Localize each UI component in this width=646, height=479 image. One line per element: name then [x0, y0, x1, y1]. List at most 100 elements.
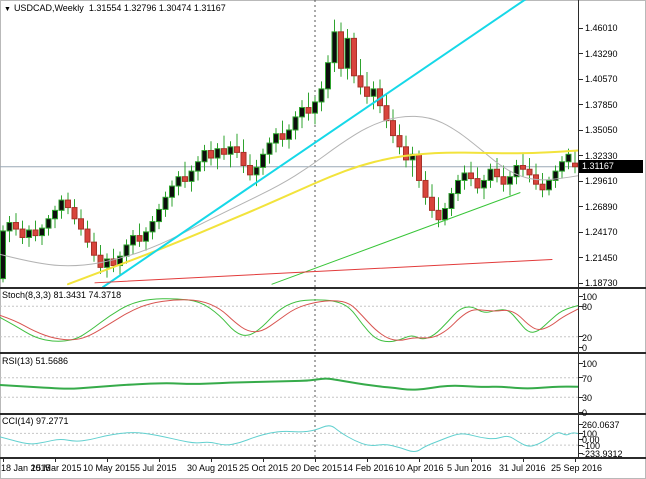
candle-bear: [494, 168, 500, 178]
trendline-green: [271, 192, 521, 285]
candle-bull: [39, 227, 45, 237]
date-axis-tick: [575, 459, 576, 462]
date-axis-tick: [55, 459, 56, 462]
date-axis-tick: [107, 459, 108, 462]
candle-bear: [19, 228, 26, 238]
candle-bull: [149, 221, 156, 233]
price-axis-label: 1.43290: [585, 48, 618, 59]
candle-bear: [364, 86, 370, 97]
rsi-line: [0, 377, 579, 391]
candle-bull: [123, 244, 130, 257]
candle-bull: [325, 62, 331, 90]
price-axis-tick: [578, 53, 583, 54]
candle-bull: [442, 208, 448, 221]
candle-bear: [71, 207, 78, 220]
main-chart-canvas[interactable]: [0, 0, 646, 289]
indicator-scale-label: 0.00: [582, 435, 600, 446]
candle-bear: [422, 179, 429, 198]
date-axis-label: 10 May 2015: [83, 463, 136, 473]
candle-bull: [565, 153, 572, 163]
price-axis-tick: [578, 104, 583, 105]
stochastic-pane-canvas[interactable]: [0, 289, 646, 352]
date-axis-tick: [3, 459, 4, 462]
candle-bull: [286, 129, 292, 140]
pane-separator-rsi[interactable]: [0, 413, 646, 415]
indicator-scale-label: -233.9312: [582, 449, 623, 459]
indicator-scale-label: 0: [582, 408, 588, 418]
price-axis-label: 1.24170: [585, 227, 618, 237]
pane-separator-cci[interactable]: [0, 457, 646, 459]
price-axis-label: 1.37850: [585, 99, 618, 110]
indicator-scale-label: 100: [582, 429, 598, 440]
candle-bear: [305, 107, 312, 114]
date-axis-tick: [523, 459, 524, 462]
date-axis-label: 30 Aug 2015: [187, 463, 238, 473]
indicator-scale-label: -100: [582, 441, 601, 452]
candle-bull: [26, 229, 32, 238]
candle-bear: [240, 151, 247, 167]
candle-bull: [143, 231, 149, 242]
indicator-scale-tick: [578, 444, 583, 446]
candle-bear: [416, 153, 422, 181]
indicator-scale-label: 0: [582, 343, 588, 353]
indicator-scale-label: 70: [582, 373, 593, 384]
price-axis-label: 1.35050: [585, 125, 618, 135]
date-axis-tick: [315, 459, 316, 462]
date-axis-label: 31 Jul 2016: [499, 463, 546, 473]
candle-bull: [260, 153, 266, 168]
candle-bull: [104, 258, 110, 268]
ma-gray: [0, 115, 579, 267]
collapse-arrow-icon[interactable]: ▼: [4, 6, 11, 13]
indicator-scale-tick: [578, 377, 583, 379]
candle-bull: [201, 150, 208, 163]
candle-bull: [6, 222, 13, 232]
candle-bear: [520, 165, 526, 170]
candle-bear: [32, 229, 39, 237]
candle-bear: [435, 209, 442, 221]
candle-bull: [45, 218, 52, 229]
price-axis-label: 1.18730: [585, 278, 618, 288]
indicator-scale-tick: [578, 452, 583, 454]
price-axis-line: [578, 0, 579, 459]
candle-bull: [253, 166, 260, 176]
price-axis-tick: [578, 257, 583, 258]
candle-bull: [188, 170, 195, 182]
date-axis[interactable]: 18 Jan 2015 15 Mar 2015 10 May 2015 5 Jul 2…: [0, 459, 646, 479]
cci-pane-canvas[interactable]: [0, 415, 646, 457]
indicator-scale-tick: [578, 396, 583, 398]
date-axis-tick: [211, 459, 212, 462]
price-axis-label: 1.32330: [585, 150, 618, 161]
candle-bear: [247, 165, 253, 176]
indicator-scale-tick: [578, 411, 583, 413]
ohlc-readout: 1.31554 1.32796 1.30474 1.31167: [88, 3, 226, 13]
indicator-scale-label: 80: [582, 302, 593, 313]
candle-bull: [169, 185, 175, 198]
date-axis-label: 25 Oct 2015: [239, 463, 289, 473]
candle-bear: [351, 37, 357, 77]
candle-bull: [214, 148, 221, 159]
trendline-cyan: [102, 0, 527, 289]
pane-separator-stoch[interactable]: [0, 352, 646, 354]
price-axis-tick: [578, 231, 583, 233]
candle-bear: [221, 148, 227, 155]
candle-bull: [312, 101, 318, 114]
cci-line: [0, 425, 579, 452]
rsi-pane-canvas[interactable]: [0, 355, 646, 413]
indicator-scale-tick: [578, 423, 583, 425]
date-axis-label: 20 Dec 2015: [291, 463, 343, 473]
date-axis-label: 25 Sep 2016: [551, 463, 603, 473]
pane-separator-main[interactable]: [0, 287, 646, 289]
candle-bear: [468, 172, 474, 180]
candle-bull: [52, 209, 58, 220]
candle-bear: [539, 183, 546, 191]
indicator-scale-label: 260.0637: [582, 420, 620, 430]
price-axis-label: 1.29610: [585, 176, 618, 186]
candle-bull: [513, 165, 520, 178]
candle-bull: [299, 107, 305, 118]
candle-bear: [97, 254, 104, 268]
date-axis-tick: [419, 459, 420, 462]
candle-bear: [500, 176, 507, 185]
indicator-scale-tick: [578, 305, 583, 307]
price-axis-tick: [578, 180, 583, 182]
